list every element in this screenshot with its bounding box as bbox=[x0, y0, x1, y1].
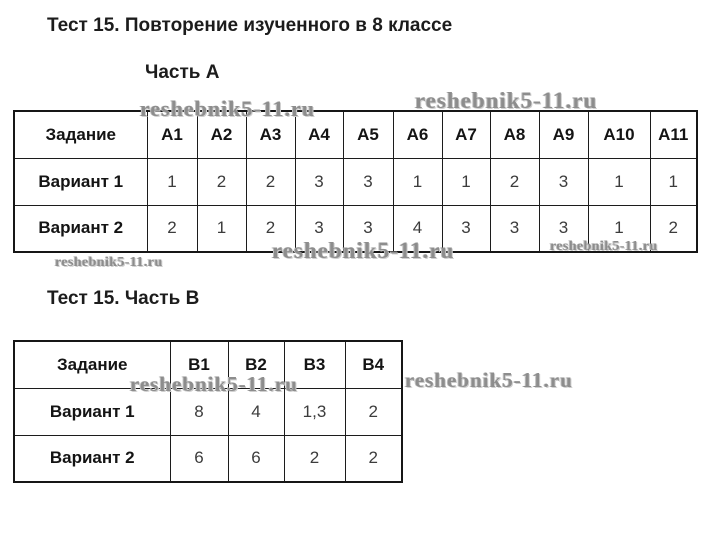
table-row: Вариант 1 8 4 1,3 2 bbox=[13, 387, 403, 436]
table-row: Вариант 2 2 1 2 3 3 4 3 3 3 1 2 bbox=[13, 204, 698, 253]
answer-cell: 3 bbox=[441, 204, 491, 253]
answer-cell: 1 bbox=[649, 157, 698, 206]
answer-cell: 2 bbox=[489, 157, 540, 206]
answer-cell: 3 bbox=[342, 157, 394, 206]
column-header: В1 bbox=[169, 340, 229, 389]
answer-cell: 2 bbox=[146, 204, 198, 253]
answer-cell: 3 bbox=[294, 204, 344, 253]
answer-cell: 1 bbox=[146, 157, 198, 206]
part-b-heading: Тест 15. Часть В bbox=[47, 288, 200, 309]
watermark: reshebnik5-11.ru bbox=[55, 255, 163, 270]
answer-cell: 3 bbox=[489, 204, 540, 253]
answer-cell: 4 bbox=[227, 387, 285, 436]
part-a-answer-table: Задание А1 А2 А3 А4 А5 А6 А7 А8 А9 А10 А… bbox=[13, 110, 698, 253]
column-header: А7 bbox=[441, 110, 491, 159]
column-header: Задание bbox=[13, 110, 148, 159]
answer-cell: 8 bbox=[169, 387, 229, 436]
answer-cell: 1 bbox=[587, 157, 651, 206]
table-row: Вариант 1 1 2 2 3 3 1 1 2 3 1 1 bbox=[13, 157, 698, 206]
answer-cell: 1 bbox=[196, 204, 247, 253]
answer-cell: 1 bbox=[587, 204, 651, 253]
column-header: Задание bbox=[13, 340, 171, 389]
answer-cell: 2 bbox=[245, 204, 296, 253]
answer-cell: 3 bbox=[538, 204, 589, 253]
column-header: В2 bbox=[227, 340, 285, 389]
part-a-heading: Часть А bbox=[145, 62, 220, 83]
answer-cell: 1,3 bbox=[283, 387, 346, 436]
answer-cell: 6 bbox=[169, 434, 229, 483]
watermark: reshebnik5-11.ru bbox=[405, 368, 573, 392]
column-header: В3 bbox=[283, 340, 346, 389]
column-header: А1 bbox=[146, 110, 198, 159]
part-b-answer-table: Задание В1 В2 В3 В4 Вариант 1 8 4 1,3 2 … bbox=[13, 340, 403, 483]
answer-cell: 3 bbox=[342, 204, 394, 253]
answer-cell: 2 bbox=[344, 434, 403, 483]
answer-cell: 2 bbox=[283, 434, 346, 483]
table-header-row: Задание А1 А2 А3 А4 А5 А6 А7 А8 А9 А10 А… bbox=[13, 110, 698, 159]
column-header: А9 bbox=[538, 110, 589, 159]
column-header: А10 bbox=[587, 110, 651, 159]
table-header-row: Задание В1 В2 В3 В4 bbox=[13, 340, 403, 389]
column-header: А6 bbox=[392, 110, 443, 159]
column-header: А11 bbox=[649, 110, 698, 159]
row-label: Вариант 2 bbox=[13, 204, 148, 253]
answer-cell: 6 bbox=[227, 434, 285, 483]
answer-cell: 3 bbox=[538, 157, 589, 206]
column-header: В4 bbox=[344, 340, 403, 389]
table-row: Вариант 2 6 6 2 2 bbox=[13, 434, 403, 483]
row-label: Вариант 2 bbox=[13, 434, 171, 483]
column-header: А3 bbox=[245, 110, 296, 159]
row-label: Вариант 1 bbox=[13, 157, 148, 206]
column-header: А8 bbox=[489, 110, 540, 159]
answer-cell: 1 bbox=[441, 157, 491, 206]
answer-cell: 2 bbox=[344, 387, 403, 436]
answer-cell: 4 bbox=[392, 204, 443, 253]
page-title: Тест 15. Повторение изученного в 8 класс… bbox=[47, 15, 453, 36]
answer-cell: 2 bbox=[649, 204, 698, 253]
answer-cell: 3 bbox=[294, 157, 344, 206]
row-label: Вариант 1 bbox=[13, 387, 171, 436]
column-header: А5 bbox=[342, 110, 394, 159]
answer-cell: 2 bbox=[245, 157, 296, 206]
answer-cell: 1 bbox=[392, 157, 443, 206]
column-header: А4 bbox=[294, 110, 344, 159]
column-header: А2 bbox=[196, 110, 247, 159]
answer-cell: 2 bbox=[196, 157, 247, 206]
